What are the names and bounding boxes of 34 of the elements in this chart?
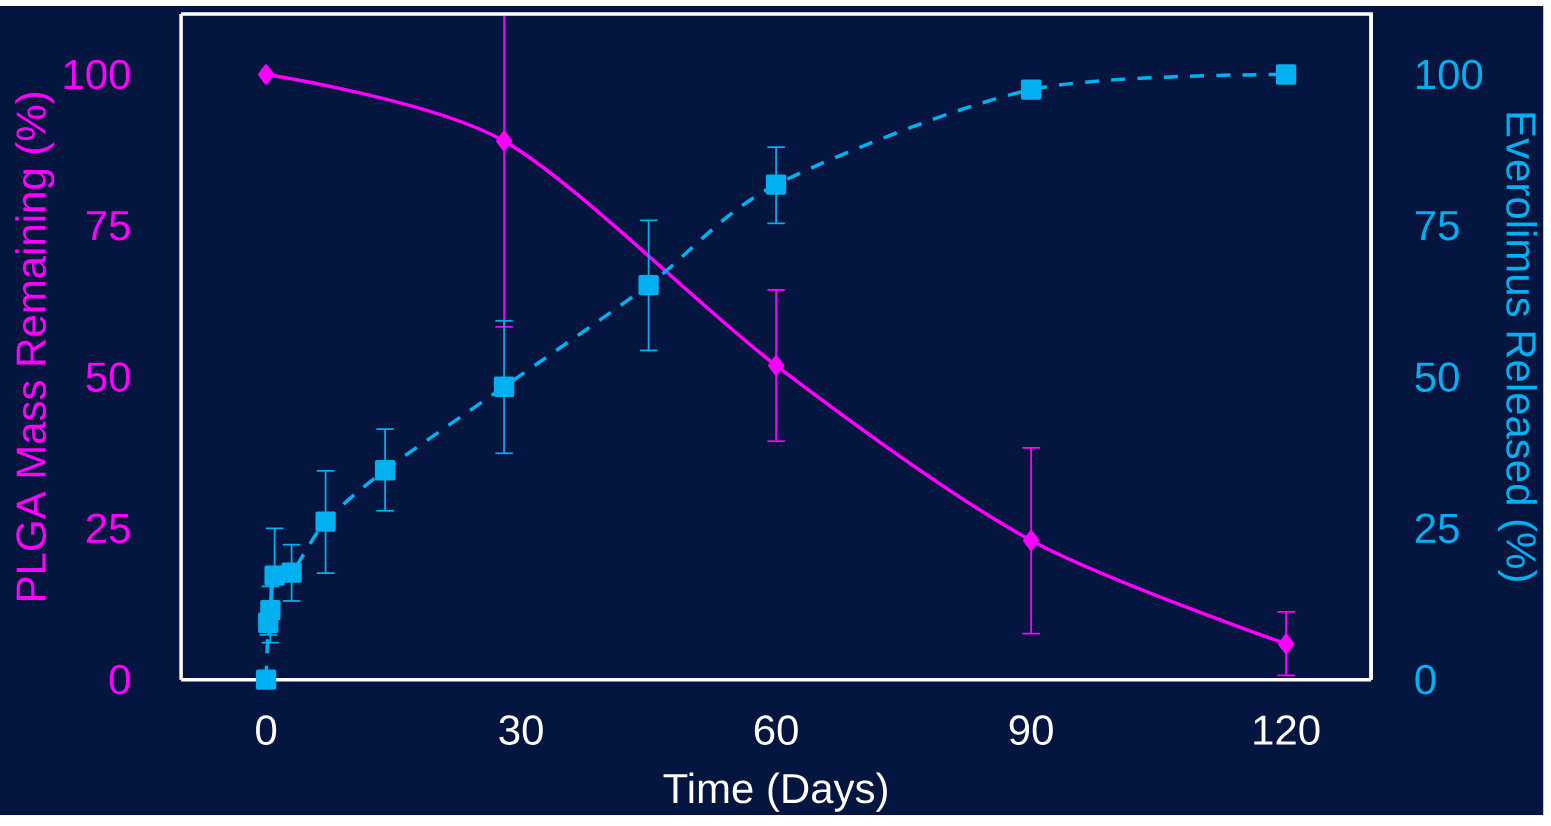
point	[1023, 530, 1040, 551]
point	[315, 511, 336, 532]
point	[1020, 79, 1042, 100]
point	[1275, 64, 1297, 85]
point	[374, 460, 396, 481]
y2-axis-title: Everolimus Released (%)	[1497, 113, 1537, 581]
point	[496, 131, 513, 152]
point	[765, 174, 787, 195]
y2-tick-label: 25	[1415, 513, 1459, 544]
x-tick-label: 90	[1009, 715, 1053, 746]
point	[768, 355, 785, 376]
x-axis-title: Time (Days)	[663, 772, 887, 812]
point	[264, 565, 285, 586]
x-tick-label: 60	[754, 715, 798, 746]
y2-tick-label: 0	[1415, 664, 1436, 695]
y-tick-label: 50	[86, 362, 130, 393]
y-tick-label: 75	[86, 211, 130, 241]
y-tick-label: 25	[86, 513, 130, 544]
y2-tick-label: 75	[1415, 211, 1459, 241]
x-tick-label: 120	[1254, 715, 1320, 746]
y2-tick-label: 50	[1415, 362, 1459, 393]
y2-tick-label: 100	[1416, 59, 1483, 90]
y-tick-label: 0	[109, 664, 130, 695]
y-tick-label: 100	[64, 59, 130, 90]
point	[281, 562, 302, 583]
point	[1278, 633, 1295, 655]
point	[255, 669, 277, 690]
x-tick-label: 30	[499, 715, 543, 746]
point	[638, 275, 659, 296]
x-tick-label: 0	[256, 715, 277, 746]
point	[260, 600, 281, 621]
point	[493, 376, 515, 398]
y-axis-title: PLGA Mass Remaining (%)	[15, 93, 55, 601]
point	[258, 64, 275, 85]
